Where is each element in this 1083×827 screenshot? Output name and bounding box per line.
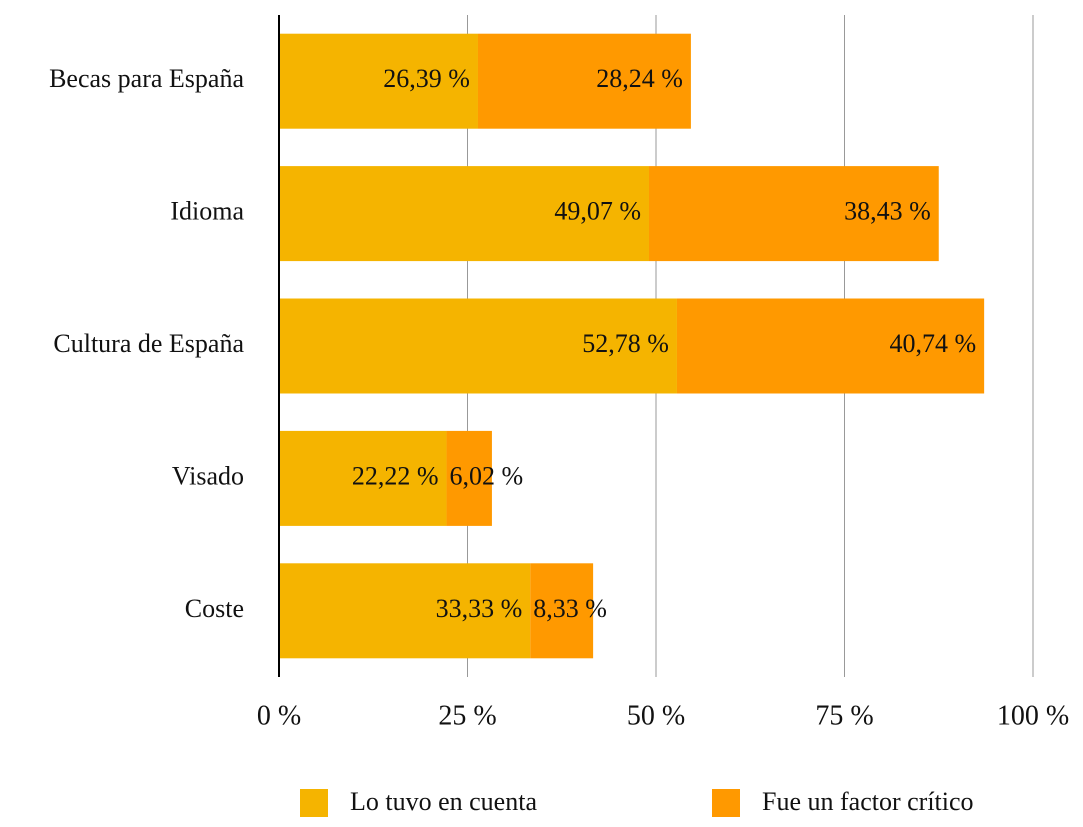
x-tick-label: 50 % xyxy=(627,700,685,731)
data-label: 6,02 % xyxy=(450,461,524,490)
y-tick-label: Cultura de España xyxy=(53,329,244,358)
y-tick-label: Visado xyxy=(172,461,244,490)
x-tick-label: 75 % xyxy=(815,700,873,731)
data-label: 49,07 % xyxy=(554,197,641,226)
legend-label: Fue un factor crítico xyxy=(762,787,974,816)
bar-segment xyxy=(279,33,478,129)
data-label: 26,39 % xyxy=(383,64,470,93)
x-tick-label: 25 % xyxy=(438,700,496,731)
bar-segment xyxy=(446,430,492,526)
data-label: 52,78 % xyxy=(582,329,669,358)
bar-segment xyxy=(530,563,594,659)
y-tick-label: Becas para España xyxy=(49,64,244,93)
legend-swatch xyxy=(712,789,740,817)
bar-segment xyxy=(279,298,677,394)
bar-segment xyxy=(676,298,985,394)
y-tick-label: Coste xyxy=(185,594,244,623)
data-label: 40,74 % xyxy=(889,329,976,358)
legend-label: Lo tuvo en cuenta xyxy=(350,787,537,816)
bar-segment xyxy=(477,33,691,129)
bar-segment xyxy=(279,563,531,659)
data-label: 28,24 % xyxy=(596,64,683,93)
y-tick-label: Idioma xyxy=(170,197,244,226)
data-label: 22,22 % xyxy=(352,461,439,490)
legend-swatch xyxy=(300,789,328,817)
x-tick-label: 0 % xyxy=(257,700,301,731)
bar-segment xyxy=(279,166,649,262)
data-label: 38,43 % xyxy=(844,197,931,226)
data-label: 33,33 % xyxy=(436,594,523,623)
bar-segment xyxy=(279,430,447,526)
bar-segment xyxy=(648,166,939,262)
x-tick-label: 100 % xyxy=(997,700,1069,731)
data-label: 8,33 % xyxy=(533,594,607,623)
